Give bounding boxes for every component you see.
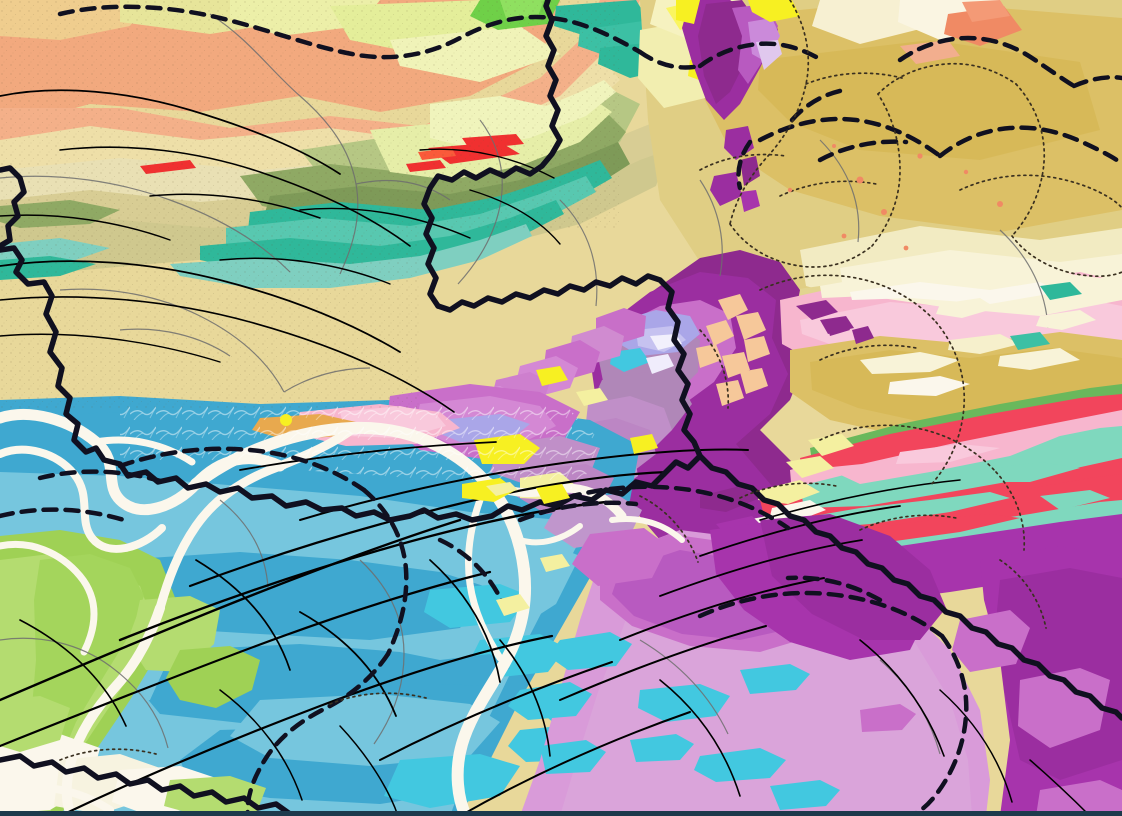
feature-internal-dotted-boundary bbox=[59, 0, 1122, 761]
map-bottom-border bbox=[0, 811, 1122, 816]
feature-detail-spots bbox=[280, 144, 1096, 616]
feature-province-boundary bbox=[0, 4, 1122, 816]
feature-streams bbox=[0, 13, 1049, 755]
feature-speckle-texture bbox=[0, 0, 620, 410]
